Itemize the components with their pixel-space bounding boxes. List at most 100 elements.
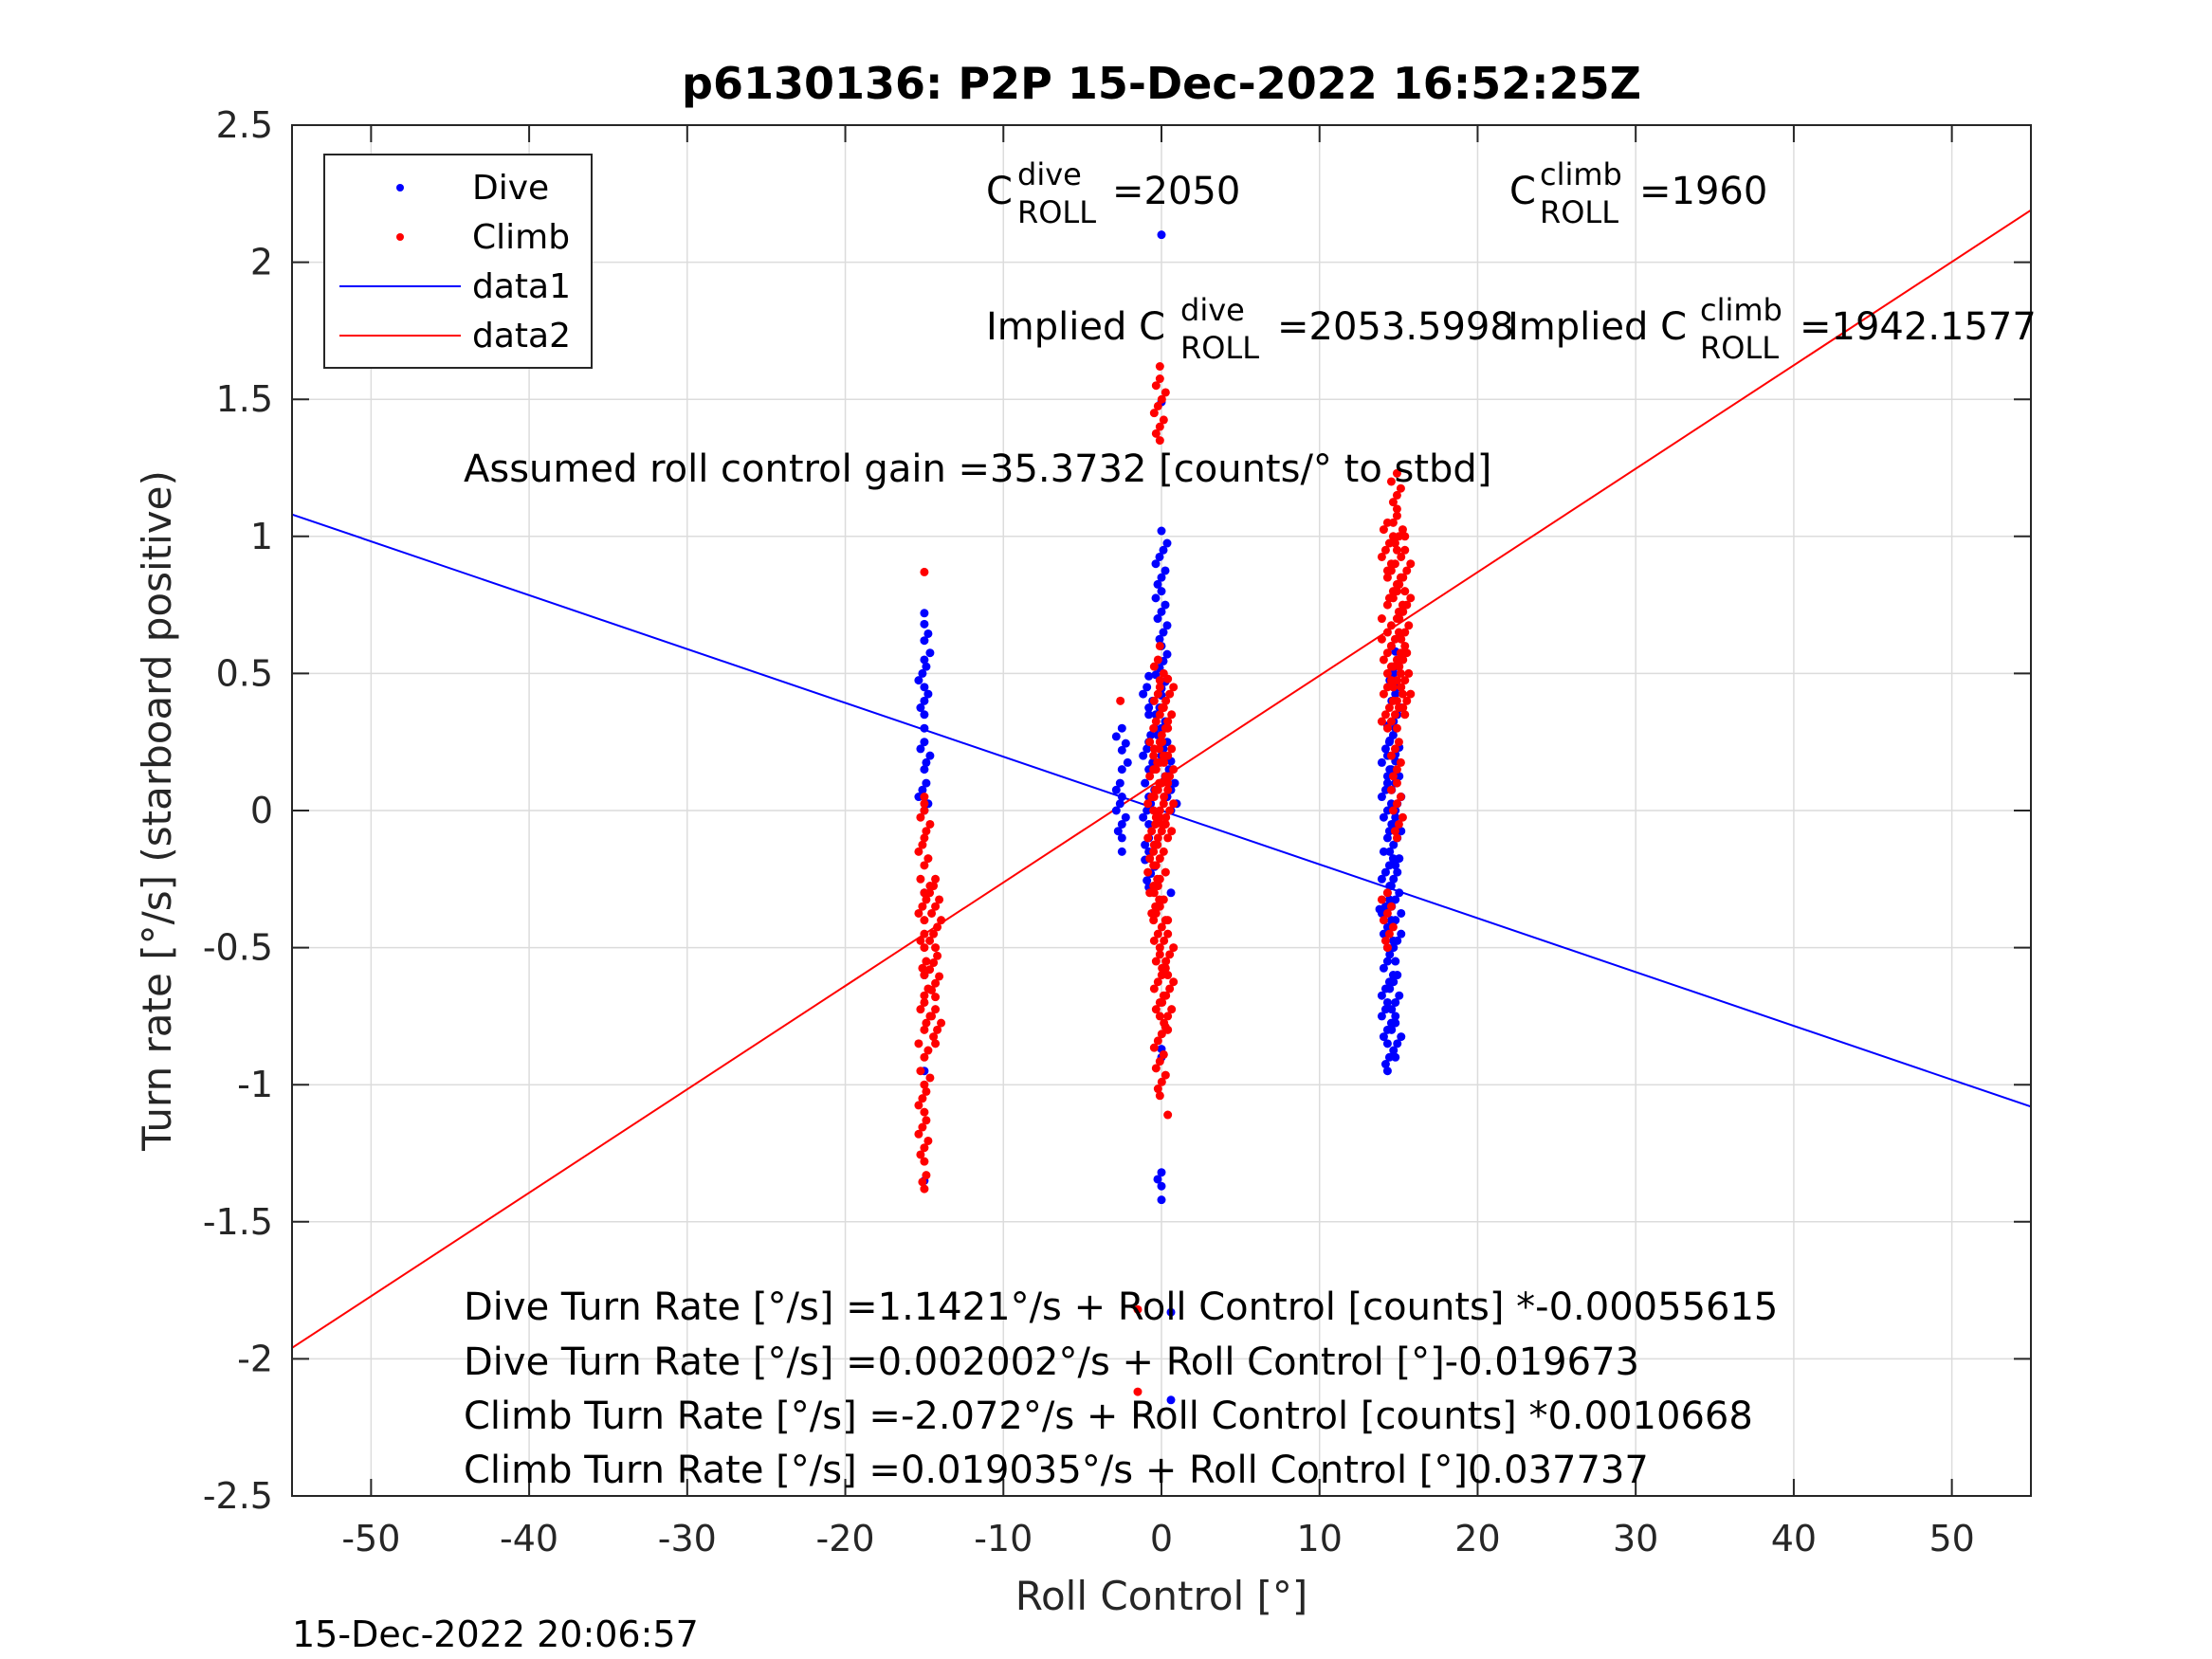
climb-point bbox=[1392, 655, 1401, 665]
dive-point bbox=[916, 703, 925, 713]
legend-dive-marker bbox=[396, 184, 404, 191]
dive-point bbox=[922, 757, 931, 767]
climb-point bbox=[929, 1032, 939, 1042]
climb-point bbox=[1390, 710, 1399, 720]
climb-point bbox=[1167, 744, 1177, 754]
climb-point bbox=[1149, 806, 1159, 815]
implied-climb-annotation: Implied C climb ROLL =1942.1577 bbox=[1508, 292, 2037, 366]
dive-point bbox=[1144, 819, 1154, 829]
climb-point bbox=[925, 965, 935, 975]
climb-point bbox=[1163, 751, 1173, 760]
dive-point bbox=[1139, 689, 1148, 699]
climb-point bbox=[1155, 874, 1164, 884]
climb-point bbox=[933, 922, 942, 932]
climb-point bbox=[920, 1107, 929, 1117]
climb-point bbox=[1157, 730, 1166, 739]
x-tick-label: 40 bbox=[1771, 1518, 1817, 1559]
climb-point bbox=[1153, 882, 1162, 891]
dive-point bbox=[1139, 751, 1148, 760]
climb-point bbox=[1169, 799, 1179, 809]
climb-point bbox=[1157, 827, 1166, 836]
implied-dive-prefix: Implied C bbox=[986, 305, 1165, 349]
climb-point bbox=[1161, 696, 1171, 705]
x-tick-label: 20 bbox=[1454, 1518, 1500, 1559]
dive-point bbox=[1117, 765, 1126, 775]
implied-climb-prefix: Implied C bbox=[1508, 305, 1687, 349]
climb-point bbox=[1155, 710, 1164, 720]
y-tick-label: -1 bbox=[237, 1064, 273, 1105]
x-tick-label: -30 bbox=[658, 1518, 717, 1559]
dive-point bbox=[1397, 929, 1406, 939]
legend-climb-marker bbox=[396, 233, 404, 241]
climb-point bbox=[922, 895, 931, 904]
climb-point bbox=[920, 916, 929, 925]
climb-point bbox=[916, 812, 925, 822]
dive-point bbox=[1391, 916, 1400, 925]
climb-point bbox=[931, 874, 941, 884]
climb-point bbox=[1397, 634, 1406, 644]
climb-point bbox=[1155, 854, 1164, 864]
climb-point bbox=[1382, 648, 1392, 658]
dive-point bbox=[1139, 812, 1148, 822]
dive-point bbox=[1115, 799, 1124, 809]
dive-point bbox=[1393, 1039, 1402, 1048]
x-tick-label: -10 bbox=[974, 1518, 1033, 1559]
climb-point bbox=[1155, 943, 1164, 953]
climb-point bbox=[1158, 738, 1167, 747]
climb-point bbox=[1165, 772, 1175, 781]
climb-point bbox=[1161, 867, 1170, 877]
climb-point bbox=[1163, 1110, 1173, 1120]
climb-point bbox=[1163, 833, 1173, 843]
climb-point bbox=[1398, 703, 1408, 713]
climb-point bbox=[1379, 655, 1388, 665]
dive-point bbox=[1115, 778, 1124, 788]
climb-point bbox=[1386, 662, 1396, 671]
climb-point bbox=[1161, 812, 1171, 822]
data-points bbox=[914, 230, 1416, 1405]
dive-point bbox=[1391, 895, 1400, 904]
dive-point bbox=[1166, 888, 1176, 898]
climb-point bbox=[1382, 628, 1392, 637]
dive-point bbox=[1161, 600, 1170, 610]
climb-point bbox=[1390, 634, 1399, 644]
y-tick-label: 1.5 bbox=[216, 378, 273, 420]
climb-point bbox=[1392, 587, 1401, 596]
climb-point bbox=[927, 985, 937, 994]
dive-point bbox=[1144, 710, 1154, 720]
dive-point bbox=[1391, 957, 1400, 966]
dive-point bbox=[1379, 1032, 1388, 1042]
y-tick-label: 0.5 bbox=[216, 652, 273, 694]
climb-point bbox=[1392, 490, 1401, 500]
dive-point bbox=[1141, 778, 1150, 788]
dive-point bbox=[1170, 778, 1179, 788]
climb-point bbox=[918, 840, 927, 849]
climb-point bbox=[1382, 723, 1392, 733]
climb-point bbox=[1394, 738, 1403, 747]
legend-data2-label: data2 bbox=[472, 317, 571, 356]
climb-point bbox=[1155, 1091, 1164, 1101]
climb-point bbox=[1377, 895, 1386, 904]
dive-point bbox=[1121, 812, 1130, 822]
climb-point bbox=[920, 971, 929, 980]
climb-point bbox=[925, 936, 935, 945]
climb-point bbox=[1165, 806, 1175, 815]
dive-point bbox=[1385, 950, 1395, 959]
climb-point bbox=[1149, 936, 1159, 945]
climb-point bbox=[1163, 916, 1173, 925]
y-tick-labels: -2.5 -2 -1.5 -1 -0.5 0 0.5 1 1.5 2 2.5 bbox=[203, 104, 273, 1517]
climb-point bbox=[1377, 552, 1386, 561]
equation-dive-degrees: Dive Turn Rate [°/s] =0.002002°/s + Roll… bbox=[464, 1340, 1639, 1384]
climb-point bbox=[1400, 628, 1410, 637]
climb-point bbox=[1157, 1077, 1166, 1086]
climb-point bbox=[1155, 902, 1164, 911]
dive-point bbox=[1141, 840, 1150, 849]
climb-point bbox=[1161, 388, 1170, 397]
climb-point bbox=[916, 1005, 925, 1014]
dive-point bbox=[1391, 1012, 1400, 1021]
dive-point bbox=[1377, 991, 1386, 1000]
x-tick-label: 0 bbox=[1150, 1518, 1173, 1559]
legend-dive-label: Dive bbox=[472, 169, 549, 208]
climb-point bbox=[1382, 888, 1392, 898]
climb-point bbox=[922, 1018, 931, 1028]
climb-point bbox=[1402, 600, 1412, 610]
